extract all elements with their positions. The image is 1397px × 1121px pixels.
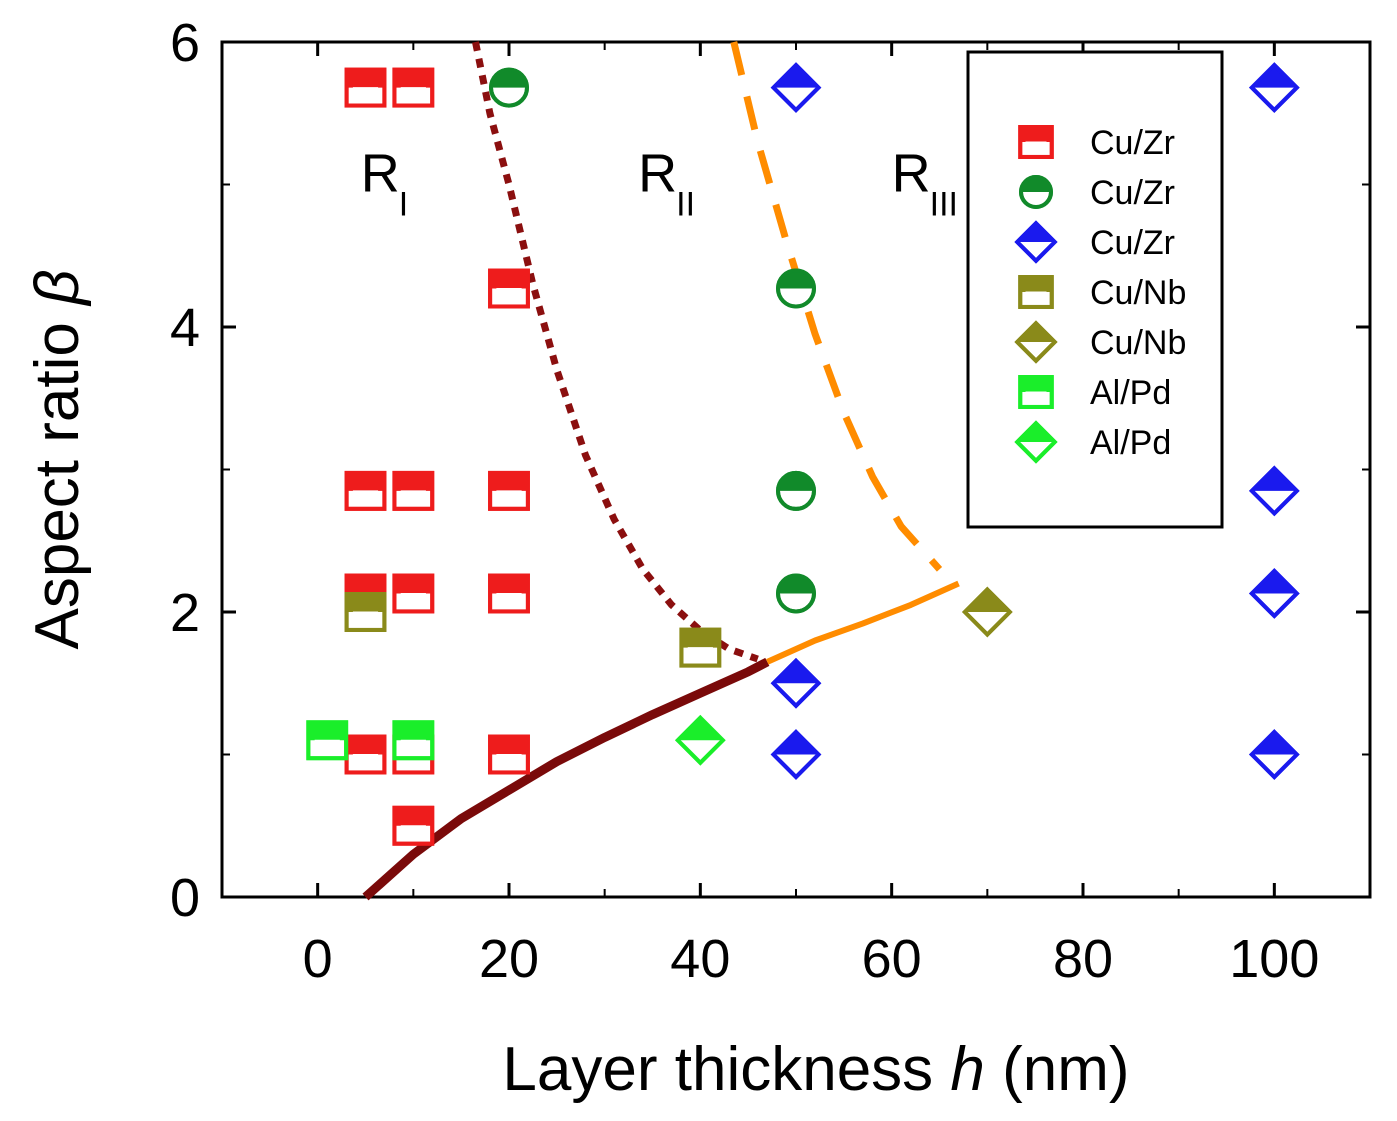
legend-marker bbox=[1014, 320, 1058, 364]
point-cu-zr-diamond bbox=[1249, 729, 1300, 780]
legend-item: Al/Pd bbox=[1018, 374, 1171, 412]
legend: Cu/Zr Cu/Zr Cu/Zr Cu/Nb Cu/Nb Al/Pd Al/Pd bbox=[966, 50, 1224, 529]
point-cu-zr-square bbox=[392, 805, 435, 846]
point-cu-zr-square bbox=[344, 734, 387, 775]
point-cu-zr-diamond bbox=[1249, 568, 1300, 619]
legend-marker bbox=[1019, 175, 1053, 209]
point-cu-zr-circle bbox=[489, 67, 529, 108]
legend-label: Cu/Nb bbox=[1090, 324, 1186, 362]
x-tick-label: 80 bbox=[1053, 929, 1113, 989]
point-cu-zr-square bbox=[344, 67, 387, 108]
y-tick-label: 0 bbox=[170, 868, 200, 928]
point-cu-zr-square bbox=[488, 573, 530, 614]
point-cu-zr-circle bbox=[776, 470, 816, 511]
x-axis-title: Layer thickness h (nm) bbox=[502, 1035, 1129, 1104]
point-al-pd-diamond bbox=[675, 714, 726, 766]
curve-boundary-I-II bbox=[472, 41, 759, 663]
y-tick-label: 6 bbox=[170, 13, 200, 73]
point-al-pd-square bbox=[306, 720, 349, 761]
point-cu-zr-circle bbox=[776, 573, 816, 614]
legend-marker bbox=[1018, 375, 1054, 409]
legend-item: Cu/Nb bbox=[1018, 274, 1186, 312]
point-cu-zr-diamond bbox=[770, 62, 822, 113]
legend-label: Cu/Zr bbox=[1090, 224, 1175, 262]
legend-label: Al/Pd bbox=[1090, 424, 1171, 462]
point-cu-zr-diamond bbox=[1249, 62, 1300, 113]
legend-label: Cu/Nb bbox=[1090, 274, 1186, 312]
legend-item: Cu/Nb bbox=[1014, 320, 1186, 364]
point-cu-zr-diamond bbox=[770, 657, 822, 709]
region-label: R bbox=[638, 144, 677, 204]
region-label-sub: II bbox=[676, 186, 695, 224]
legend-item: Al/Pd bbox=[1014, 420, 1171, 464]
point-cu-zr-square bbox=[488, 268, 530, 309]
point-cu-nb-square bbox=[344, 592, 387, 632]
point-cu-zr-square bbox=[392, 470, 435, 511]
legend-marker bbox=[1018, 125, 1054, 159]
x-tick-label: 60 bbox=[862, 929, 922, 989]
y-tick-label: 2 bbox=[170, 583, 200, 643]
legend-marker bbox=[1014, 220, 1058, 264]
region-label: R bbox=[892, 144, 931, 204]
y-tick-label: 4 bbox=[170, 298, 200, 358]
point-cu-zr-diamond bbox=[1249, 465, 1300, 517]
point-al-pd-square bbox=[392, 720, 435, 761]
legend-box bbox=[966, 50, 1224, 529]
boundary-curves bbox=[362, 41, 960, 901]
point-cu-nb-diamond bbox=[962, 586, 1013, 638]
x-tick-label: 0 bbox=[303, 929, 333, 989]
legend-label: Al/Pd bbox=[1090, 374, 1171, 412]
legend-item: Cu/Zr bbox=[1014, 220, 1175, 264]
y-axis-title: Aspect ratio β bbox=[23, 269, 92, 649]
x-tick-label: 40 bbox=[670, 929, 730, 989]
legend-item: Cu/Zr bbox=[1019, 174, 1175, 212]
point-cu-nb-square bbox=[679, 627, 722, 668]
legend-marker bbox=[1018, 275, 1054, 309]
curve-boundary-II-III bbox=[730, 41, 943, 572]
legend-label: Cu/Zr bbox=[1090, 174, 1175, 212]
legend-item: Cu/Zr bbox=[1018, 124, 1175, 162]
curve-lower-boundary-solid bbox=[362, 657, 770, 901]
point-cu-zr-square bbox=[392, 573, 435, 614]
region-label-sub: I bbox=[399, 186, 408, 224]
legend-label: Cu/Zr bbox=[1090, 124, 1175, 162]
plot-area: 0 20 40 60 80 100 0 2 4 6 Layer thickness h (nm) As… bbox=[23, 13, 1372, 1104]
curve-upper-boundary-solid bbox=[766, 580, 960, 665]
region-label-sub: III bbox=[930, 186, 958, 224]
point-cu-zr-square bbox=[392, 67, 435, 108]
point-cu-zr-square bbox=[344, 470, 387, 511]
region-label: R bbox=[361, 144, 400, 204]
point-cu-zr-square bbox=[488, 470, 530, 511]
point-cu-zr-square bbox=[488, 734, 530, 775]
x-tick-label: 20 bbox=[479, 929, 539, 989]
data-points bbox=[306, 62, 1300, 846]
x-tick-label: 100 bbox=[1229, 929, 1319, 989]
legend-marker bbox=[1014, 420, 1058, 464]
point-cu-zr-diamond bbox=[770, 729, 822, 780]
point-cu-zr-circle bbox=[776, 268, 816, 309]
